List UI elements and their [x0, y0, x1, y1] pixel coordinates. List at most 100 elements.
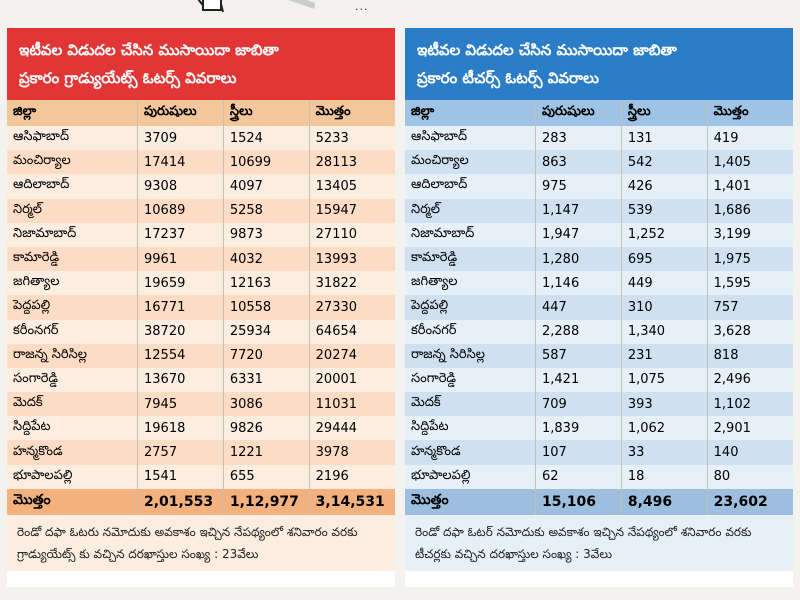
- table-row: హన్మకొండ 107 33 140: [405, 440, 793, 465]
- table-row: సిద్దిపేట 1,839 1,062 2,901: [405, 416, 793, 441]
- men-cell: 283: [535, 126, 622, 151]
- women-cell: 1,340: [621, 319, 708, 344]
- total-cell: 2,901: [707, 416, 793, 441]
- total-all: 3,14,531: [309, 488, 395, 515]
- total-cell: 5233: [309, 126, 395, 151]
- total-cell: 818: [707, 343, 793, 368]
- district-cell: నిర్మల్: [405, 198, 536, 223]
- women-cell: 231: [621, 343, 708, 368]
- table-row: సంగారెడ్డి 13670 6331 20001: [7, 367, 395, 393]
- table-row: పెద్దపల్లి 16771 10558 27330: [7, 295, 395, 320]
- men-cell: 709: [535, 392, 622, 417]
- men-cell: 9308: [137, 174, 224, 199]
- men-cell: 3709: [137, 126, 224, 151]
- total-row: మొత్తం 2,01,553 1,12,977 3,14,531: [7, 488, 395, 515]
- teacher-voters-table: జిల్లా పురుషులు స్త్రీలు మొత్తం ఆసిఫాబాద…: [405, 100, 793, 515]
- table-row: మంచిర్యాల 863 542 1,405: [405, 150, 793, 175]
- table-row: కరీంనగర్ 38720 25934 64654: [7, 319, 395, 344]
- women-cell: 426: [621, 174, 708, 199]
- men-cell: 587: [535, 343, 622, 368]
- total-cell: 1,595: [707, 271, 793, 296]
- teacher-panel-title: ఇటీవల విడుదల చేసిన ముసాయిదా జాబితా ప్రకా…: [405, 28, 793, 100]
- table-row: సిద్దిపేట 19618 9826 29444: [7, 416, 395, 441]
- total-cell: 27110: [309, 222, 395, 247]
- district-cell: సంగారెడ్డి: [7, 367, 138, 393]
- total-cell: 1,975: [707, 246, 793, 272]
- women-cell: 25934: [223, 319, 310, 344]
- graduate-panel-title: ఇటీవల విడుదల చేసిన ముసాయిదా జాబితా ప్రకా…: [7, 28, 395, 100]
- men-cell: 19659: [137, 271, 224, 296]
- district-cell: పెద్దపల్లి: [7, 295, 138, 320]
- total-cell: 64654: [309, 319, 395, 344]
- women-cell: 655: [223, 464, 310, 489]
- district-cell: భూపాలపల్లి: [7, 464, 138, 489]
- men-cell: 2757: [137, 440, 224, 465]
- district-cell: మెదక్: [7, 392, 138, 417]
- total-women: 8,496: [621, 488, 708, 515]
- total-cell: 15947: [309, 198, 395, 223]
- top-snippet-text: ...: [355, 0, 369, 13]
- bottom-edge-strip: [0, 589, 800, 600]
- men-cell: 1,280: [535, 246, 622, 272]
- women-cell: 542: [621, 150, 708, 175]
- women-cell: 310: [621, 295, 708, 320]
- total-cell: 31822: [309, 271, 395, 296]
- district-cell: నిజామాబాద్: [405, 222, 536, 247]
- district-cell: సిద్దిపేట: [7, 416, 138, 441]
- teacher-footnote: రెండో దఫా ఓటర్ నమోదుకు అవకాశం ఇచ్చిన నేప…: [405, 514, 793, 571]
- district-cell: కరీంనగర్: [7, 319, 138, 344]
- graduate-title-line1: ఇటీవల విడుదల చేసిన ముసాయిదా జాబితా: [19, 41, 279, 59]
- total-cell: 140: [707, 440, 793, 465]
- total-women: 1,12,977: [223, 488, 310, 515]
- women-cell: 1,062: [621, 416, 708, 441]
- header-total: మొత్తం: [309, 100, 395, 126]
- women-cell: 10558: [223, 295, 310, 320]
- total-cell: 29444: [309, 416, 395, 441]
- total-cell: 11031: [309, 392, 395, 417]
- total-cell: 2196: [309, 464, 395, 489]
- men-cell: 1,839: [535, 416, 622, 441]
- total-label: మొత్తం: [7, 488, 138, 515]
- men-cell: 863: [535, 150, 622, 175]
- top-strip: ...: [0, 0, 800, 28]
- women-cell: 1221: [223, 440, 310, 465]
- table-header-row: జిల్లా పురుషులు స్త్రీలు మొత్తం: [7, 100, 395, 126]
- table-row: ఆదిలాబాద్ 9308 4097 13405: [7, 174, 395, 199]
- women-cell: 695: [621, 246, 708, 272]
- district-cell: ఆదిలాబాద్: [7, 174, 138, 199]
- women-cell: 33: [621, 440, 708, 465]
- district-cell: కామారెడ్డి: [405, 246, 536, 272]
- women-cell: 449: [621, 271, 708, 296]
- men-cell: 17237: [137, 222, 224, 247]
- table-row: మెదక్ 709 393 1,102: [405, 392, 793, 417]
- table-row: రాజన్న సిరిసిల్ల 587 231 818: [405, 343, 793, 368]
- table-row: నిర్మల్ 10689 5258 15947: [7, 198, 395, 223]
- total-cell: 13993: [309, 246, 395, 272]
- women-cell: 6331: [223, 367, 310, 393]
- total-cell: 2,496: [707, 367, 793, 393]
- table-row: నిజామాబాద్ 1,947 1,252 3,199: [405, 222, 793, 247]
- women-cell: 10699: [223, 150, 310, 175]
- total-cell: 27330: [309, 295, 395, 320]
- table-row: నిర్మల్ 1,147 539 1,686: [405, 198, 793, 223]
- table-row: సంగారెడ్డి 1,421 1,075 2,496: [405, 367, 793, 393]
- header-men: పురుషులు: [137, 100, 224, 126]
- men-cell: 7945: [137, 392, 224, 417]
- men-cell: 13670: [137, 367, 224, 393]
- district-cell: జగిత్యాల: [405, 271, 536, 296]
- district-cell: ఆదిలాబాద్: [405, 174, 536, 199]
- total-cell: 80: [707, 464, 793, 489]
- table-row: ఆదిలాబాద్ 975 426 1,401: [405, 174, 793, 199]
- total-cell: 1,102: [707, 392, 793, 417]
- women-cell: 18: [621, 464, 708, 489]
- total-label: మొత్తం: [405, 488, 536, 515]
- men-cell: 1,146: [535, 271, 622, 296]
- teacher-title-line2: ప్రకారం టీచర్స్ ఓటర్స్ వివరాలు: [417, 69, 599, 87]
- women-cell: 7720: [223, 343, 310, 368]
- district-cell: మెదక్: [405, 392, 536, 417]
- table-row: నిజామాబాద్ 17237 9873 27110: [7, 222, 395, 247]
- graduate-footnote: రెండో దఫా ఓటరు నమోదుకు అవకాశం ఇచ్చిన నేప…: [7, 514, 395, 571]
- district-cell: కరీంనగర్: [405, 319, 536, 344]
- table-row: రాజన్న సిరిసిల్ల 12554 7720 20274: [7, 343, 395, 368]
- men-cell: 62: [535, 464, 622, 489]
